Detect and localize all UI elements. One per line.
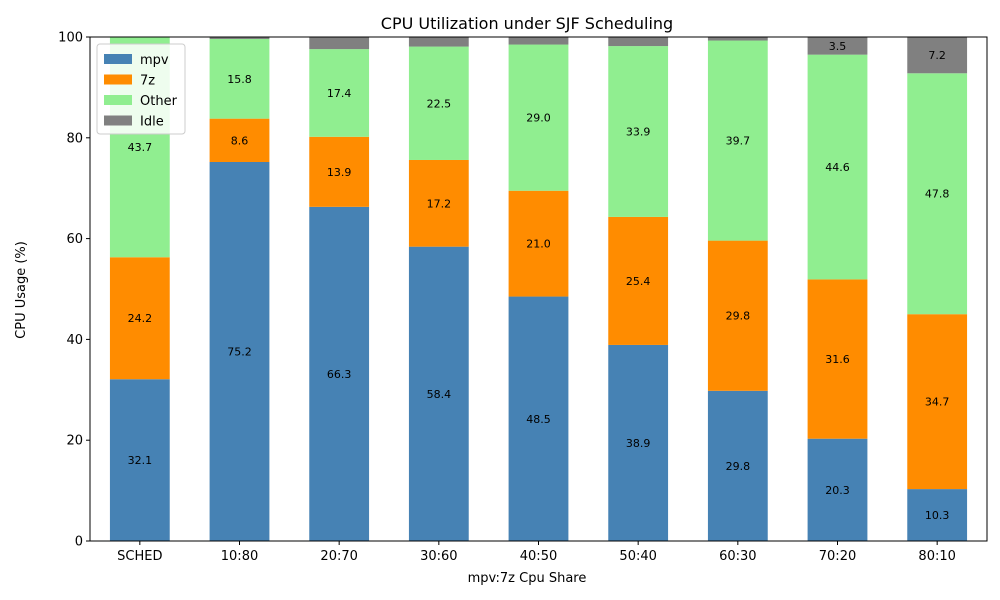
data-label-7z-5: 25.4: [626, 275, 651, 288]
bar-other-3: [408, 46, 469, 160]
bar-mpv-7: [807, 438, 868, 541]
bar-mpv-3: [408, 246, 469, 541]
bar-other-1: [209, 39, 270, 119]
x-axis: SCHED 10:80 20:70 30:60 40:50 50:40 60:30 70:20…: [117, 541, 956, 564]
data-label-mpv-5: 38.9: [626, 437, 651, 450]
y-axis-label: CPU Usage (%): [14, 241, 29, 339]
data-label-mpv-7: 20.3: [825, 484, 850, 497]
x-tick-label: 20:70: [320, 549, 357, 564]
data-label-7z-4: 21.0: [526, 238, 551, 251]
data-label-7z-0: 24.2: [128, 312, 153, 325]
bar-7z-3: [408, 159, 469, 247]
bar-idle-2: [309, 37, 370, 50]
data-label-idle-7: 3.5: [829, 40, 847, 53]
bar-mpv-2: [309, 206, 370, 541]
y-tick-label: 40: [66, 333, 83, 348]
legend-swatch-mpv: [104, 54, 132, 64]
bar-other-8: [907, 73, 968, 315]
bar-other-5: [608, 46, 669, 217]
x-tick-label: 40:50: [520, 549, 557, 564]
legend-label-idle: Idle: [140, 115, 164, 130]
bar-mpv-4: [508, 296, 569, 541]
x-tick-label: 60:30: [719, 549, 756, 564]
bar-idle-7: [807, 37, 868, 55]
data-label-other-6: 39.7: [726, 135, 751, 148]
y-tick-label: 100: [58, 31, 83, 46]
x-tick-label: 70:20: [819, 549, 856, 564]
x-tick-label: 80:10: [918, 549, 955, 564]
data-label-7z-8: 34.7: [925, 396, 950, 409]
bar-mpv-5: [608, 344, 669, 541]
bar-other-2: [309, 49, 370, 137]
data-label-mpv-0: 32.1: [128, 454, 153, 467]
bar-other-6: [707, 40, 768, 241]
bar-mpv-1: [209, 161, 270, 541]
data-label-other-3: 22.5: [427, 97, 452, 110]
plot-area: 32.1 24.2 43.7 75.2 8.6 15.8 66.3 13.9 17.4 58.4 1…: [89, 36, 988, 542]
x-tick-label: SCHED: [117, 549, 162, 564]
data-label-other-0: 43.7: [128, 141, 153, 154]
bar-idle-1: [209, 37, 270, 40]
bar-idle-4: [508, 37, 569, 45]
bar-idle-5: [608, 37, 669, 47]
bar-idle-3: [408, 37, 469, 47]
legend-label-mpv: mpv: [140, 53, 169, 68]
y-tick-label: 0: [75, 535, 83, 550]
data-label-mpv-6: 29.8: [726, 460, 751, 473]
bar-mpv-0: [109, 379, 170, 541]
data-label-other-7: 44.6: [825, 161, 850, 174]
bar-7z-2: [309, 136, 370, 207]
data-label-other-1: 15.8: [227, 73, 252, 86]
y-tick-label: 60: [66, 232, 83, 247]
y-tick-label: 80: [66, 131, 83, 146]
bar-7z-1: [209, 118, 270, 162]
data-label-mpv-4: 48.5: [526, 413, 551, 426]
legend: mpv 7z Other Idle: [96, 43, 186, 135]
bar-idle-6: [707, 37, 768, 41]
data-label-7z-7: 31.6: [825, 353, 850, 366]
x-tick-label: 30:60: [420, 549, 457, 564]
bar-7z-4: [508, 190, 569, 297]
bar-7z-8: [907, 314, 968, 490]
data-label-mpv-8: 10.3: [925, 509, 950, 522]
data-label-7z-1: 8.6: [231, 134, 249, 147]
legend-swatch-7z: [104, 74, 132, 85]
bar-mpv-6: [707, 390, 768, 541]
y-axis: 0 20 40 60 80 100: [58, 31, 90, 550]
x-tick-label: 50:40: [619, 549, 656, 564]
bar-mpv-8: [907, 489, 968, 541]
data-label-mpv-3: 58.4: [427, 388, 452, 401]
bar-7z-0: [109, 257, 170, 380]
data-label-7z-6: 29.8: [726, 310, 751, 323]
data-label-mpv-2: 66.3: [327, 368, 352, 381]
y-tick-label: 20: [66, 434, 83, 449]
bar-other-4: [508, 44, 569, 191]
legend-swatch-other: [104, 95, 132, 105]
bar-7z-7: [807, 279, 868, 439]
legend-label-7z: 7z: [140, 74, 155, 89]
x-axis-label: mpv:7z Cpu Share: [468, 571, 587, 586]
data-label-7z-2: 13.9: [327, 166, 352, 179]
data-label-other-5: 33.9: [626, 126, 651, 139]
chart-title: CPU Utilization under SJF Scheduling: [381, 14, 673, 33]
bar-other-7: [807, 54, 868, 280]
legend-label-other: Other: [140, 94, 178, 109]
data-label-other-2: 17.4: [327, 87, 352, 100]
data-label-other-8: 47.8: [925, 188, 950, 201]
legend-swatch-idle: [104, 115, 132, 126]
data-label-mpv-1: 75.2: [227, 345, 252, 358]
bar-7z-6: [707, 240, 768, 391]
x-tick-label: 10:80: [221, 549, 258, 564]
bar-idle-8: [907, 37, 968, 74]
data-label-idle-8: 7.2: [928, 49, 946, 62]
data-label-7z-3: 17.2: [427, 197, 452, 210]
data-label-other-4: 29.0: [526, 112, 551, 125]
bar-7z-5: [608, 216, 669, 345]
legend-box: [96, 43, 186, 135]
